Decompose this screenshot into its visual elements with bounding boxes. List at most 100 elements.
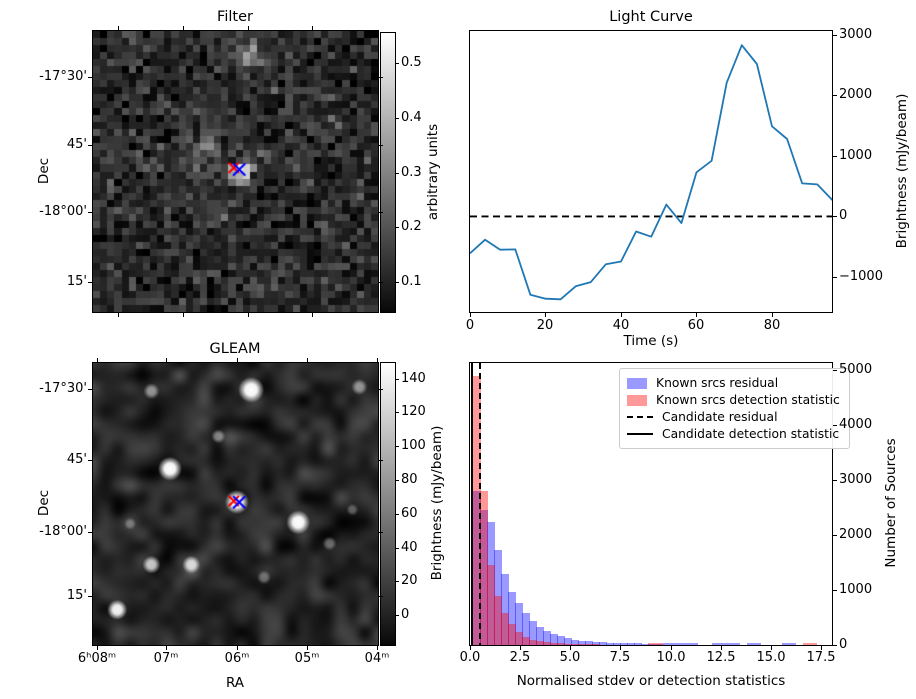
tick-label: -18°00': [39, 524, 87, 539]
filter-ylabel: Dec: [36, 157, 52, 185]
hist-bar-blue: [683, 643, 692, 645]
tick-mark: [396, 63, 399, 64]
light-curve-line: [470, 44, 832, 301]
hist-bar-pink: [515, 632, 523, 645]
tick-mark: [396, 615, 399, 616]
tick-label: 1000: [839, 148, 873, 163]
tick-label: 05ᵐ: [294, 651, 320, 666]
hist-bar-pink: [522, 636, 530, 645]
tick-label: -18°00': [39, 204, 87, 219]
hist-bar-blue: [564, 638, 572, 645]
hist-bar-blue: [522, 613, 530, 645]
tick-mark: [88, 212, 92, 213]
tick-mark: [312, 313, 313, 317]
tick-mark: [97, 646, 98, 650]
tick-label: 3000: [839, 472, 873, 487]
tick-label: 5.0: [559, 650, 581, 665]
tick-mark: [620, 646, 621, 650]
tick-mark: [379, 212, 383, 213]
tick-mark: [118, 313, 119, 317]
legend-row: Candidate detection statistic: [627, 426, 840, 442]
tick-label: 17.5: [806, 650, 836, 665]
tick-label: -17°30': [39, 69, 87, 84]
tick-mark: [396, 480, 399, 481]
hist-bar-pink: [487, 565, 495, 645]
hist-bar-blue: [676, 643, 685, 645]
tick-mark: [671, 646, 672, 650]
hist-bar-pink: [508, 623, 516, 645]
tick-mark: [396, 282, 399, 283]
hist-bar-blue: [718, 643, 727, 645]
gleam-colorbar: [380, 362, 396, 646]
gleam-image-panel: [92, 362, 379, 646]
gleam-ylabel: Dec: [36, 489, 52, 517]
tick-mark: [88, 460, 92, 461]
legend-row: Candidate residual: [627, 409, 840, 425]
hist-bar-blue: [655, 643, 664, 645]
light-curve-title: Light Curve: [609, 9, 693, 25]
tick-label: 1000: [839, 582, 873, 597]
hist-bar-blue: [571, 639, 579, 645]
tick-mark: [377, 646, 378, 650]
tick-label: −1000: [839, 269, 883, 284]
hist-bar-blue: [592, 641, 600, 645]
hist-bar-blue: [669, 643, 678, 645]
hist-bar-pink: [536, 641, 544, 645]
hist-bar-blue: [606, 642, 614, 645]
tick-mark: [166, 646, 167, 650]
tick-label: 3000: [839, 27, 873, 42]
tick-mark: [312, 26, 313, 30]
tick-mark: [621, 313, 622, 317]
tick-label: 45': [66, 137, 87, 152]
hist-bar-pink: [655, 643, 664, 645]
tick-mark: [379, 145, 383, 146]
hist-bar-blue: [732, 643, 741, 645]
tick-mark: [379, 77, 383, 78]
gleam-image: [93, 363, 378, 645]
legend-swatch-candidate-residual: [627, 416, 653, 418]
tick-label: 7.5: [609, 650, 631, 665]
hist-bar-blue: [627, 643, 635, 645]
tick-mark: [88, 77, 92, 78]
tick-label: 12.5: [706, 650, 736, 665]
hist-bar-pink: [592, 644, 600, 645]
tick-label: 80: [763, 318, 781, 333]
tick-mark: [183, 26, 184, 30]
tick-mark: [88, 532, 92, 533]
tick-mark: [833, 277, 837, 278]
tick-mark: [183, 313, 184, 317]
tick-label: 0.3: [401, 165, 422, 180]
hist-bar-blue: [753, 643, 762, 645]
tick-label: 80: [401, 472, 418, 487]
tick-mark: [88, 282, 92, 283]
tick-label: 0.2: [401, 219, 422, 234]
hist-bar-blue: [557, 636, 565, 645]
legend-swatch-known-srcs-detection: [627, 394, 647, 406]
hist-bar-pink: [501, 613, 509, 645]
histogram-legend: Known srcs residual Known srcs detection…: [619, 368, 850, 449]
candidate-solid-line: [471, 363, 474, 645]
tick-label: 06ᵐ: [224, 651, 250, 666]
hist-bar-pink: [809, 643, 818, 645]
tick-label: 15.0: [756, 650, 786, 665]
tick-label: 0.0: [459, 650, 481, 665]
tick-mark: [379, 282, 383, 283]
tick-label: 07ᵐ: [153, 651, 179, 666]
tick-label: 0.1: [401, 274, 422, 289]
hist-bar-blue: [473, 491, 481, 645]
hist-bar-pink: [557, 643, 565, 645]
tick-mark: [379, 532, 383, 533]
tick-mark: [833, 156, 837, 157]
hist-bar-blue: [648, 643, 656, 645]
tick-mark: [470, 646, 471, 650]
legend-label: Candidate detection statistic: [662, 427, 840, 441]
tick-mark: [833, 535, 837, 536]
tick-mark: [88, 596, 92, 597]
tick-label: 4000: [839, 417, 873, 432]
hist-bar-blue: [550, 634, 558, 645]
tick-mark: [379, 460, 383, 461]
tick-mark: [377, 358, 378, 362]
tick-label: 120: [401, 404, 426, 419]
tick-label: 5000: [839, 362, 873, 377]
